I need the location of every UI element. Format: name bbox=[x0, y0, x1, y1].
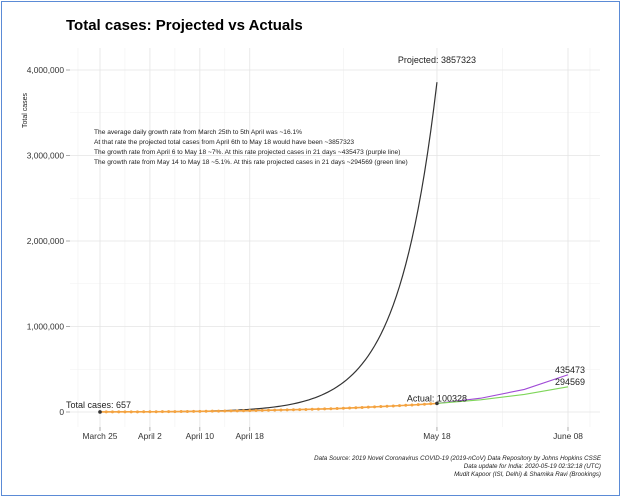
actual-point bbox=[341, 406, 345, 410]
y-tick-label: 1,000,000 bbox=[27, 322, 65, 332]
actual-point bbox=[348, 406, 352, 410]
actual-point bbox=[416, 403, 420, 407]
actual-point bbox=[235, 409, 239, 413]
actual-label: Actual: 100328 bbox=[407, 393, 467, 403]
x-tick-label: March 25 bbox=[83, 431, 118, 441]
actual-point bbox=[117, 410, 121, 414]
actual-point bbox=[298, 408, 302, 412]
note-line: The average daily growth rate from March… bbox=[94, 129, 302, 136]
actual-point bbox=[210, 409, 214, 413]
actual-point bbox=[192, 409, 196, 413]
note-line: The growth rate from May 14 to May 18 ~5… bbox=[94, 159, 408, 166]
source-line: Data Source: 2019 Novel Coronavirus COVI… bbox=[314, 455, 601, 462]
actual-point bbox=[391, 404, 395, 408]
actual-end-point bbox=[435, 401, 439, 406]
actual-point bbox=[373, 405, 377, 409]
actual-point bbox=[404, 403, 408, 407]
actual-point bbox=[129, 410, 133, 414]
actual-point bbox=[223, 409, 227, 413]
actual-point bbox=[198, 409, 202, 413]
actual-point bbox=[273, 408, 277, 412]
source-line: Data update for India: 2020-05-19 02:32:… bbox=[463, 463, 601, 470]
actual-point bbox=[323, 407, 327, 411]
actual-point bbox=[329, 407, 333, 411]
x-tick-label: April 2 bbox=[138, 431, 162, 441]
note-line: The growth rate from April 6 to May 18 ~… bbox=[94, 149, 401, 156]
green-projection-line bbox=[436, 386, 569, 404]
purple-end-label: 435473 bbox=[555, 365, 585, 375]
actual-point bbox=[185, 409, 189, 413]
actual-point bbox=[410, 403, 414, 407]
actual-point bbox=[173, 410, 177, 414]
actual-point bbox=[104, 410, 108, 414]
start-point bbox=[98, 410, 102, 414]
green-end-label: 294569 bbox=[555, 377, 585, 387]
actual-point bbox=[360, 405, 364, 409]
start-label: Total cases: 657 bbox=[66, 400, 131, 410]
actual-point bbox=[266, 408, 270, 412]
actual-point bbox=[285, 408, 289, 412]
actual-point bbox=[110, 410, 114, 414]
projected-label: Projected: 3857323 bbox=[398, 55, 476, 65]
actual-point bbox=[291, 408, 295, 412]
actual-point bbox=[335, 407, 339, 411]
x-tick-label: April 10 bbox=[186, 431, 215, 441]
actual-point bbox=[354, 406, 358, 410]
actual-point bbox=[217, 409, 221, 413]
actual-point bbox=[398, 404, 402, 408]
x-tick-label: April 18 bbox=[236, 431, 265, 441]
actual-point bbox=[385, 404, 389, 408]
actual-point bbox=[422, 402, 426, 406]
actual-point bbox=[204, 409, 208, 413]
actual-point bbox=[310, 407, 314, 411]
y-tick-label: 4,000,000 bbox=[27, 65, 65, 75]
actual-point bbox=[142, 410, 146, 414]
purple-projection-line bbox=[436, 374, 569, 404]
actual-point bbox=[366, 405, 370, 409]
actual-point bbox=[148, 410, 152, 414]
y-tick-label: 0 bbox=[59, 407, 64, 417]
actual-point bbox=[179, 410, 183, 414]
actual-point bbox=[167, 410, 171, 414]
actual-point bbox=[260, 408, 264, 412]
x-tick-label: May 18 bbox=[423, 431, 451, 441]
actual-point bbox=[123, 410, 127, 414]
actual-point bbox=[160, 410, 164, 414]
x-tick-label: June 08 bbox=[553, 431, 583, 441]
actual-point bbox=[229, 409, 233, 413]
actual-point bbox=[429, 402, 433, 406]
actual-point bbox=[254, 409, 258, 413]
y-tick-label: 3,000,000 bbox=[27, 151, 65, 161]
note-line: At that rate the projected total cases f… bbox=[94, 139, 355, 146]
chart-title: Total cases: Projected vs Actuals bbox=[66, 17, 303, 34]
y-tick-label: 2,000,000 bbox=[27, 236, 65, 246]
growth-notes: The average daily growth rate from March… bbox=[94, 128, 408, 168]
actual-point bbox=[316, 407, 320, 411]
actual-point bbox=[279, 408, 283, 412]
actual-point bbox=[304, 407, 308, 411]
actual-point bbox=[248, 409, 252, 413]
source-footer: Data Source: 2019 Novel Coronavirus COVI… bbox=[314, 455, 601, 479]
actual-point bbox=[135, 410, 139, 414]
source-line: Mudit Kapoor (ISI, Delhi) & Shamika Ravi… bbox=[454, 471, 601, 478]
actual-point bbox=[154, 410, 158, 414]
actual-point bbox=[379, 405, 383, 409]
actual-point bbox=[242, 409, 246, 413]
